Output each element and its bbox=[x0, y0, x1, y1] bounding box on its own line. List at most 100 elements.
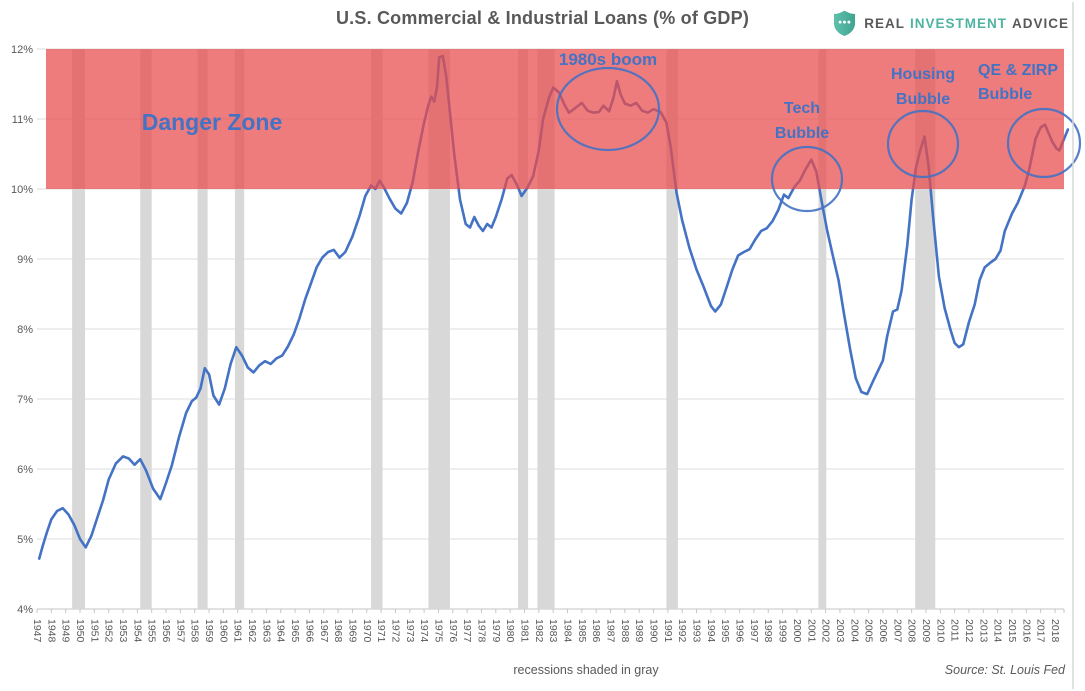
x-tick-label: 2004 bbox=[848, 619, 860, 643]
annotation-label-housing-bubble: Bubble bbox=[896, 91, 950, 108]
x-tick-label: 1967 bbox=[318, 619, 330, 643]
shield-dots-icon bbox=[834, 10, 856, 37]
x-tick-label: 1956 bbox=[160, 619, 172, 643]
x-tick-label: 1965 bbox=[289, 619, 301, 643]
x-tick-label: 1999 bbox=[777, 619, 789, 643]
x-tick-label: 1968 bbox=[332, 619, 344, 643]
x-tick-label: 1958 bbox=[189, 619, 201, 643]
x-tick-label: 1976 bbox=[447, 619, 459, 643]
x-tick-label: 1953 bbox=[117, 619, 129, 643]
x-tick-label: 2015 bbox=[1006, 619, 1018, 643]
x-tick-label: 1988 bbox=[619, 619, 631, 643]
x-tick-label: 1980 bbox=[504, 619, 516, 643]
y-tick-label: 9% bbox=[17, 254, 33, 266]
annotation-label-qe-zirp-bubble: QE & ZIRP bbox=[978, 62, 1058, 79]
x-tick-label: 1985 bbox=[576, 619, 588, 643]
x-tick-label: 2013 bbox=[977, 619, 989, 643]
x-tick-label: 2009 bbox=[920, 619, 932, 643]
brand-text: REAL INVESTMENT ADVICE bbox=[864, 15, 1069, 33]
x-tick-label: 2017 bbox=[1035, 619, 1047, 643]
x-tick-label: 2018 bbox=[1049, 619, 1061, 643]
x-tick-label: 2008 bbox=[906, 619, 918, 643]
x-tick-label: 1977 bbox=[461, 619, 473, 643]
brand-real: REAL bbox=[864, 15, 905, 31]
recession-band bbox=[818, 49, 827, 609]
x-tick-label: 1962 bbox=[246, 619, 258, 643]
recession-band bbox=[234, 49, 245, 609]
x-tick-label: 2000 bbox=[791, 619, 803, 643]
annotation-circle-tech-bubble bbox=[770, 145, 844, 213]
x-tick-label: 1975 bbox=[432, 619, 444, 643]
x-tick-label: 1950 bbox=[74, 619, 86, 643]
x-tick-label: 2011 bbox=[949, 619, 961, 642]
x-tick-label: 1982 bbox=[533, 619, 545, 643]
y-tick-label: 5% bbox=[17, 534, 33, 546]
x-tick-label: 2007 bbox=[891, 619, 903, 643]
y-tick-label: 6% bbox=[17, 464, 33, 476]
annotation-label-danger-zone-label: Danger Zone bbox=[142, 109, 283, 135]
y-tick-label: 12% bbox=[11, 44, 33, 56]
x-tick-label: 1979 bbox=[490, 619, 502, 643]
x-tick-label: 2006 bbox=[877, 619, 889, 643]
x-tick-label: 1987 bbox=[605, 619, 617, 643]
x-tick-label: 1954 bbox=[131, 619, 143, 643]
x-tick-label: 1989 bbox=[633, 619, 645, 643]
y-tick-label: 4% bbox=[17, 604, 33, 616]
x-tick-label: 2002 bbox=[820, 619, 832, 643]
recessions-note: recessions shaded in gray bbox=[513, 663, 659, 677]
brand-advice: ADVICE bbox=[1011, 15, 1069, 31]
x-tick-label: 1951 bbox=[88, 619, 100, 643]
x-tick-label: 1974 bbox=[418, 619, 430, 643]
x-tick-label: 1991 bbox=[662, 619, 674, 643]
x-tick-label: 1961 bbox=[232, 619, 244, 643]
x-tick-label: 1992 bbox=[676, 619, 688, 643]
annotation-label-qe-zirp-bubble: Bubble bbox=[978, 86, 1032, 103]
brand-investment: INVESTMENT bbox=[909, 15, 1007, 31]
x-tick-label: 2010 bbox=[934, 619, 946, 643]
x-tick-label: 1983 bbox=[547, 619, 559, 643]
x-tick-label: 1971 bbox=[375, 619, 387, 643]
x-tick-label: 2016 bbox=[1020, 619, 1032, 643]
recession-band bbox=[666, 49, 678, 609]
x-tick-label: 2001 bbox=[805, 619, 817, 643]
x-tick-label: 1955 bbox=[146, 619, 158, 643]
x-tick-label: 1997 bbox=[748, 619, 760, 643]
y-tick-label: 8% bbox=[17, 324, 33, 336]
x-tick-label: 1957 bbox=[174, 619, 186, 643]
annotation-label-1980s-boom: 1980s boom bbox=[559, 50, 657, 69]
x-tick-label: 1993 bbox=[691, 619, 703, 643]
recession-band bbox=[371, 49, 383, 609]
page-title: U.S. Commercial & Industrial Loans (% of… bbox=[335, 8, 750, 28]
annotation-label-tech-bubble: Tech bbox=[784, 100, 820, 117]
x-tick-label: 1964 bbox=[275, 619, 287, 643]
y-tick-label: 11% bbox=[12, 114, 33, 126]
x-tick-label: 1960 bbox=[217, 619, 229, 643]
x-tick-label: 1996 bbox=[734, 619, 746, 643]
x-tick-label: 1984 bbox=[562, 619, 574, 643]
source-credit: Source: St. Louis Fed bbox=[944, 663, 1065, 677]
x-tick-label: 1947 bbox=[31, 619, 43, 643]
x-tick-label: 1972 bbox=[389, 619, 401, 643]
annotation-label-housing-bubble: Housing bbox=[891, 66, 955, 83]
x-tick-label: 1970 bbox=[361, 619, 373, 643]
x-tick-label: 1986 bbox=[590, 619, 602, 643]
x-tick-label: 1990 bbox=[648, 619, 660, 643]
x-tick-label: 2014 bbox=[992, 619, 1004, 643]
x-tick-label: 1963 bbox=[260, 619, 272, 643]
x-tick-label: 1973 bbox=[404, 619, 416, 643]
x-tick-label: 1978 bbox=[475, 619, 487, 643]
x-tick-label: 2005 bbox=[863, 619, 875, 643]
x-tick-label: 1952 bbox=[103, 619, 115, 643]
annotation-label-tech-bubble: Bubble bbox=[775, 125, 829, 142]
x-tick-label: 1995 bbox=[719, 619, 731, 643]
x-tick-label: 2003 bbox=[834, 619, 846, 643]
annotation-circle-1980s-boom bbox=[555, 66, 661, 152]
x-tick-label: 1998 bbox=[762, 619, 774, 643]
x-tick-label: 1949 bbox=[60, 619, 72, 643]
recession-band bbox=[140, 49, 152, 609]
y-tick-label: 7% bbox=[17, 394, 33, 406]
annotation-circle-housing-bubble bbox=[886, 109, 960, 179]
x-tick-label: 1994 bbox=[705, 619, 717, 643]
